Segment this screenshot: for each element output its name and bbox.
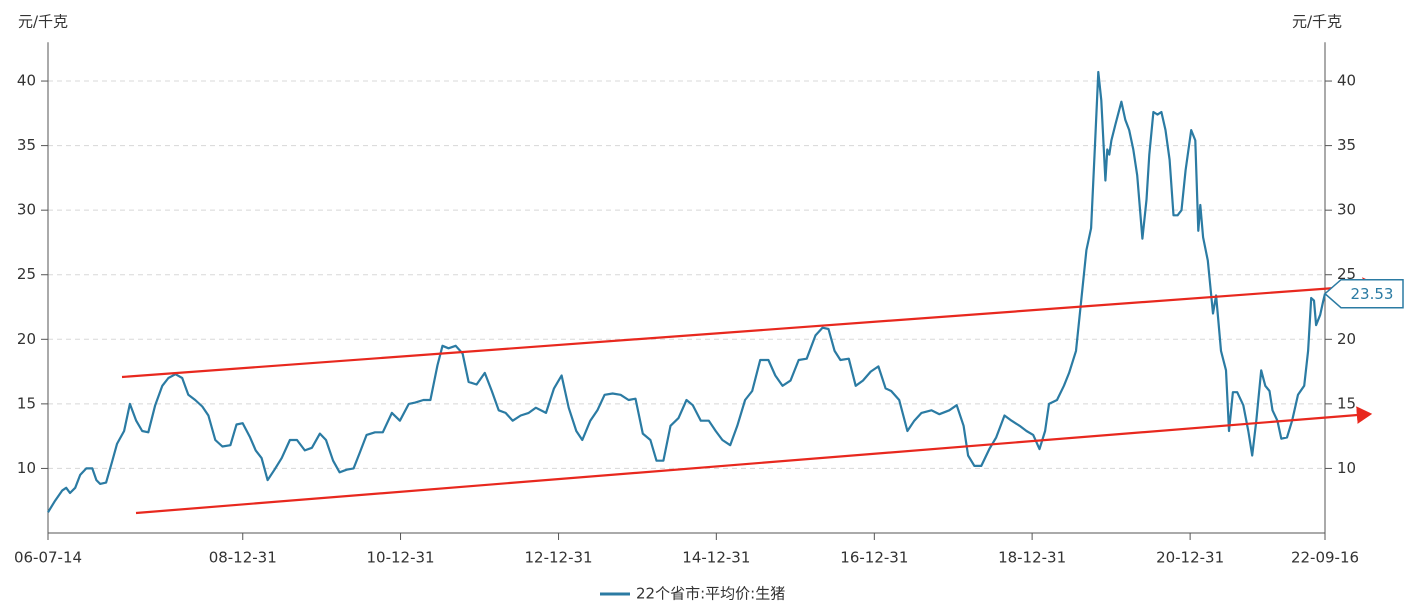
x-tick-label: 10-12-31 xyxy=(366,549,434,567)
y2-tick-label: 15 xyxy=(1337,394,1356,412)
x-tick-label: 18-12-31 xyxy=(998,549,1066,567)
callout-box xyxy=(1323,278,1404,309)
x-tick-label: 22-09-16 xyxy=(1291,549,1359,567)
x-tick-label: 14-12-31 xyxy=(682,549,750,567)
x-tick-label: 16-12-31 xyxy=(840,549,908,567)
y2-axis-label: 元/千克 xyxy=(1292,13,1342,31)
x-tick-label: 12-12-31 xyxy=(524,549,592,567)
y-tick-label: 40 xyxy=(17,72,36,90)
series-line xyxy=(47,70,1327,513)
y2-tick-label: 20 xyxy=(1337,330,1356,348)
y2-tick-label: 35 xyxy=(1337,136,1356,154)
y-tick-label: 30 xyxy=(17,201,36,219)
x-tick-label: 20-12-31 xyxy=(1156,549,1224,567)
x-tick-label: 06-07-14 xyxy=(14,549,82,567)
x-tick-label: 08-12-31 xyxy=(209,549,277,567)
legend: 22个省市:平均价:生猪 xyxy=(600,585,785,603)
y-axis-label: 元/千克 xyxy=(18,13,68,31)
trend-arrow-lower xyxy=(135,406,1373,515)
y-tick-label: 15 xyxy=(17,394,36,412)
last-value-label: 23.53 xyxy=(1351,285,1394,303)
y-tick-label: 35 xyxy=(17,136,36,154)
y2-tick-label: 40 xyxy=(1337,72,1356,90)
y2-tick-label: 30 xyxy=(1337,201,1356,219)
last-value-callout: 23.53 xyxy=(1323,278,1404,309)
legend-label: 22个省市:平均价:生猪 xyxy=(636,585,785,603)
y2-tick-label: 25 xyxy=(1337,265,1356,283)
trend-arrow-upper xyxy=(121,277,1379,379)
y-tick-label: 10 xyxy=(17,459,36,477)
y-tick-label: 20 xyxy=(17,330,36,348)
y2-tick-label: 10 xyxy=(1337,459,1356,477)
y-tick-label: 25 xyxy=(17,265,36,283)
